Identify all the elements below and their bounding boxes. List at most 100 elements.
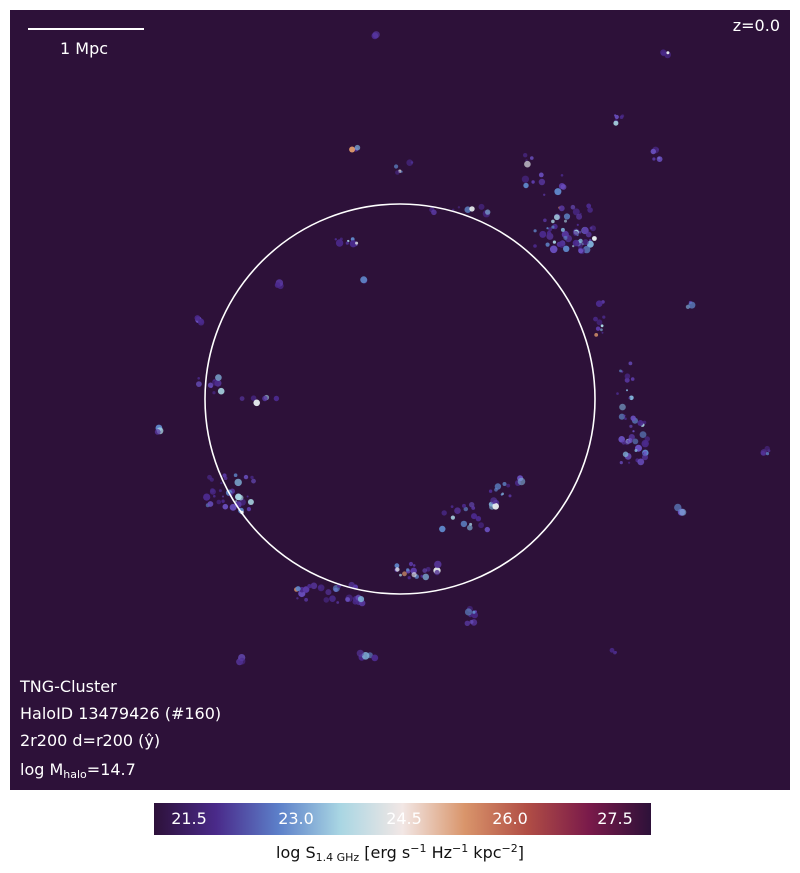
radio-emission-map: 1 Mpc z=0.0 TNG-Cluster HaloID 13479426 …: [10, 10, 790, 790]
emission-blob: [629, 395, 634, 401]
emission-blob: [434, 569, 440, 576]
colorbar-tick: 27.5: [597, 809, 633, 828]
emission-blob: [652, 157, 656, 161]
emission-blob: [360, 276, 368, 284]
halo-id-label: HaloID 13479426 (#160): [20, 704, 222, 723]
emission-blob: [563, 213, 571, 220]
emission-blob: [501, 492, 505, 496]
emission-blob: [450, 515, 455, 520]
emission-blob: [587, 207, 593, 213]
emission-blob: [656, 148, 659, 151]
emission-blob: [637, 458, 645, 466]
colorbar-gradient: [154, 803, 651, 835]
emission-blob: [533, 244, 537, 248]
emission-blob: [222, 503, 229, 510]
emission-blob: [454, 507, 461, 514]
map-canvas: [10, 10, 790, 790]
emission-blob: [632, 438, 639, 445]
emission-blob: [304, 597, 308, 602]
emission-blob: [355, 241, 359, 245]
emission-blob: [618, 413, 626, 420]
emission-blob: [502, 482, 507, 486]
emission-blob: [560, 227, 565, 232]
emission-blob: [674, 503, 682, 512]
emission-blob: [546, 227, 549, 230]
simulation-label: TNG-Cluster: [20, 677, 117, 696]
emission-blob: [551, 225, 555, 229]
emission-blob: [408, 561, 414, 567]
emission-blob: [517, 477, 526, 486]
emission-blob: [410, 161, 414, 164]
emission-blob: [478, 522, 484, 529]
colorbar-tick: 23.0: [278, 809, 314, 828]
emission-blob: [558, 205, 565, 212]
projection-label: 2r200 d=r200 (ŷ): [20, 731, 161, 750]
emission-blob: [207, 382, 214, 388]
scale-bar-label: 1 Mpc: [60, 39, 109, 58]
emission-blob: [488, 489, 493, 493]
emission-blob: [563, 245, 570, 252]
emission-blob: [622, 451, 629, 458]
colorbar-title-units: Hz: [426, 843, 452, 862]
emission-blob: [469, 206, 475, 212]
emission-blob: [317, 584, 325, 592]
emission-blob: [485, 209, 491, 215]
emission-blob: [395, 170, 400, 175]
emission-blob: [212, 379, 219, 386]
emission-blob: [494, 487, 498, 492]
emission-blob: [412, 564, 416, 567]
emission-blob: [475, 516, 482, 522]
emission-blob: [572, 239, 580, 247]
emission-blob: [600, 324, 604, 328]
emission-blob: [356, 649, 364, 657]
emission-blob: [212, 391, 216, 395]
emission-blob: [613, 120, 619, 126]
emission-blob: [434, 560, 442, 569]
emission-blob: [356, 598, 359, 601]
colorbar-title-exponent: −2: [501, 842, 518, 855]
emission-blob: [207, 501, 214, 507]
emission-blob: [581, 226, 589, 235]
emission-blob: [411, 572, 417, 578]
emission-blob: [626, 389, 628, 392]
colorbar-title-exponent: −1: [451, 842, 469, 855]
emission-blob: [531, 180, 535, 184]
emission-blob: [310, 582, 318, 590]
emission-blob: [484, 526, 490, 533]
emission-blob: [464, 608, 473, 616]
emission-blob: [250, 475, 254, 480]
emission-blob: [679, 508, 687, 516]
emission-blob: [578, 248, 584, 254]
colorbar-title-exponent: −1: [410, 842, 427, 855]
colorbar-title-units: [erg s: [359, 843, 411, 862]
colorbar-tick: 24.5: [386, 809, 422, 828]
emission-blob: [554, 214, 560, 221]
emission-blob: [642, 454, 648, 461]
emission-blob: [394, 563, 400, 569]
emission-blob: [217, 387, 225, 395]
colorbar-title-units: ]: [517, 843, 524, 862]
redshift-label: z=0.0: [732, 16, 780, 35]
emission-blob: [431, 209, 437, 216]
scale-bar: [28, 28, 144, 30]
emission-blob: [592, 236, 597, 241]
emission-blob: [490, 497, 498, 505]
emission-blob: [234, 478, 242, 487]
emission-blob: [354, 144, 361, 151]
emission-blob: [688, 301, 696, 309]
emission-blob: [450, 505, 454, 508]
emission-blob: [546, 230, 552, 236]
emission-blob: [545, 242, 550, 247]
emission-blob: [539, 230, 547, 238]
emission-blob: [302, 586, 310, 593]
r200-circle: [204, 203, 596, 595]
emission-blob: [210, 488, 215, 493]
emission-blob: [619, 369, 622, 373]
emission-blob: [220, 482, 223, 485]
emission-blob: [243, 474, 249, 480]
emission-blob: [595, 300, 603, 308]
emission-blob: [247, 499, 254, 505]
emission-blob: [325, 589, 332, 596]
emission-blob: [630, 377, 635, 381]
